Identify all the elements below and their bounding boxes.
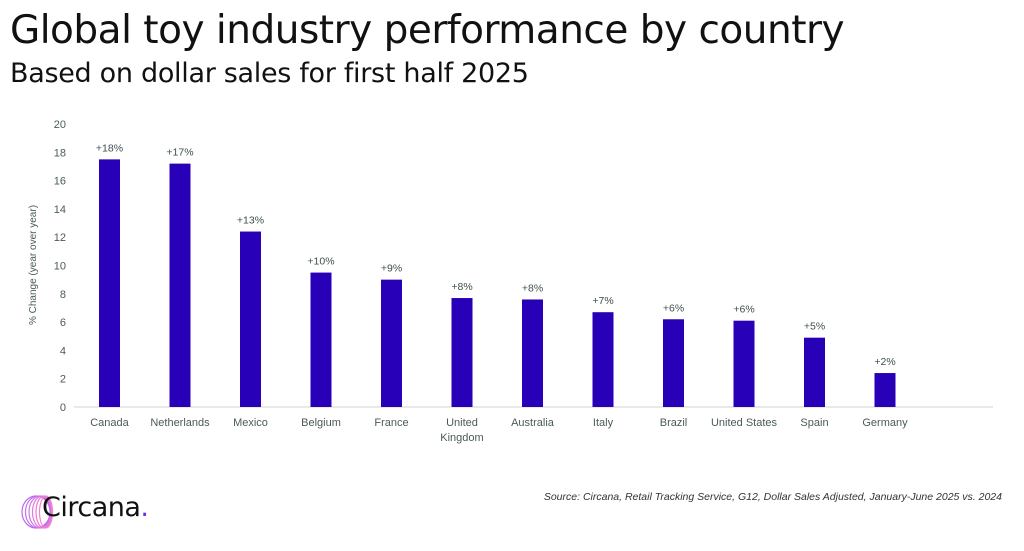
bar-italy [592,312,614,407]
category-label: United Kingdom [440,417,483,444]
data-label: +18% [96,142,123,154]
bar-netherlands [169,163,191,407]
data-label: +5% [804,321,825,333]
data-label: +8% [522,282,543,294]
category-label: Netherlands [150,417,210,429]
bar-australia [522,299,543,407]
y-axis-ticks: 0 2 4 6 8 10 12 14 16 18 20 [54,119,66,414]
data-labels: +18% +17% +13% +10% +9% +8% +8% +7% +6% +6% +5% +2% [96,142,896,368]
category-label: Belgium [301,417,341,429]
category-label-line: Mexico [233,417,268,429]
y-tick-label: 10 [54,261,66,273]
bar-france [381,279,402,407]
category-label: Australia [511,417,555,429]
logo-dot: . [140,492,149,523]
category-label-line: Canada [90,417,129,429]
logo-text: Circana [42,492,141,523]
y-tick-label: 6 [60,317,66,329]
chart-title: Global toy industry performance by count… [10,8,845,53]
category-label: Canada [90,417,129,429]
y-tick-label: 20 [54,119,66,131]
circana-logo-icon [21,495,54,529]
bars [99,159,896,407]
data-label: +7% [592,295,613,307]
category-label: Brazil [660,417,688,429]
category-label: Germany [862,417,908,429]
bar-united-states [733,320,755,407]
bar-spain [804,337,825,407]
category-label-line: Germany [862,417,908,429]
category-label: United States [711,417,778,429]
data-label: +13% [237,215,264,227]
bar-mexico [240,231,261,407]
data-label: +17% [166,147,193,159]
y-tick-label: 8 [60,289,66,301]
data-label: +9% [381,263,402,275]
category-label-line: Italy [593,417,614,429]
category-label-line: Australia [511,417,555,429]
category-label: Mexico [233,417,268,429]
category-labels: Canada Netherlands Mexico Belgium France Unit… [90,417,908,444]
y-axis-label: % Change (year over year) [28,205,39,325]
category-label-line: Belgium [301,417,341,429]
category-label-line: United [446,417,478,429]
chart-subtitle: Based on dollar sales for first half 202… [10,58,529,89]
y-tick-label: 12 [54,232,66,244]
data-label: +8% [451,281,472,293]
y-tick-label: 18 [54,147,66,159]
bar-united-kingdom [451,298,473,407]
y-tick-label: 16 [54,176,66,188]
bar-belgium [310,272,332,407]
category-label: Spain [800,417,828,429]
circana-logo: Circana. [42,492,149,523]
category-label-line: Spain [800,417,828,429]
bar-brazil [663,319,684,407]
y-tick-label: 0 [60,402,66,414]
category-label: Italy [593,417,614,429]
category-label: France [374,417,408,429]
y-tick-label: 2 [60,374,66,386]
bar-germany [874,373,896,407]
data-label: +6% [663,302,684,314]
category-label-line: United States [711,417,778,429]
category-label-line: Netherlands [150,417,210,429]
data-label: +2% [874,356,895,368]
data-label: +10% [307,256,334,268]
source-note: Source: Circana, Retail Tracking Service… [543,491,1002,503]
y-tick-label: 4 [60,345,66,357]
bar-chart: 0 2 4 6 8 10 12 14 16 18 20 % Change (year over ye… [28,119,993,444]
category-label-line: Kingdom [440,432,483,444]
bar-canada [99,159,120,407]
category-label-line: Brazil [660,417,688,429]
data-label: +6% [733,304,754,316]
y-tick-label: 14 [54,204,66,216]
category-label-line: France [374,417,408,429]
